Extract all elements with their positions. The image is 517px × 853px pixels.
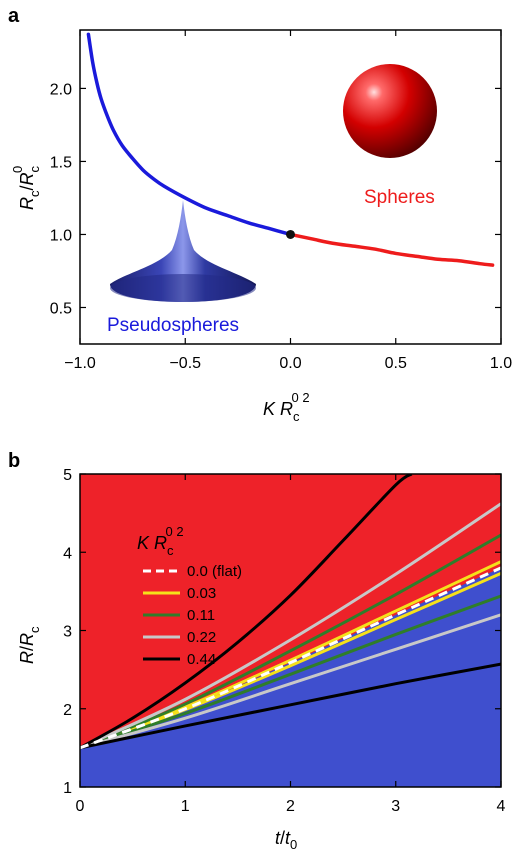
panel-a: a Pseudospheres Spheres −1.0 −0.5 0.0 0.5 1.… (8, 5, 512, 424)
pseudospheres-region (80, 567, 501, 787)
panel-a-ytick-label: 1.5 (50, 154, 72, 171)
panel-b-series (80, 474, 501, 750)
panel-b-ytick-label: 3 (63, 624, 72, 641)
panel-a-ticks: −1.0 −0.5 0.0 0.5 1.0 0.5 1.0 1.5 2.0 (50, 30, 512, 372)
panel-b-xtick-label: 4 (497, 798, 506, 815)
series-0-11-line (80, 594, 501, 750)
panel-b-xtick-label: 1 (181, 798, 190, 815)
series-0-22-line (80, 502, 501, 750)
panel-a-xtick-label: −1.0 (64, 355, 96, 372)
legend: K Rc0 2 0.0 (flat) 0.03 0.11 0.22 0.44 (137, 524, 242, 668)
panel-b-xlabel: t/t0 (275, 828, 297, 852)
series-0-03-line (80, 572, 501, 750)
spheres-label: Spheres (364, 187, 435, 208)
series-0-0-flat--line (80, 566, 501, 750)
legend-label: 0.44 (187, 651, 216, 668)
series-0-44-line (80, 662, 501, 750)
panel-b-ylabel: R/Rc (17, 626, 42, 664)
panel-a-marker (286, 229, 295, 239)
series-0-44-line (80, 474, 413, 750)
legend-label: 0.0 (flat) (187, 563, 242, 580)
panel-a-ytick-label: 2.0 (50, 81, 72, 98)
legend-label: 0.22 (187, 629, 216, 646)
panel-a-xlabel: K Rc0 2 (263, 390, 310, 424)
pseudospheres-label: Pseudospheres (107, 315, 239, 336)
panel-a-ytick-label: 0.5 (50, 300, 72, 317)
panel-b-ytick-label: 2 (63, 702, 72, 719)
series-0-22-line (80, 613, 501, 750)
panel-b-xtick-label: 3 (391, 798, 400, 815)
panel-a-label: a (8, 5, 20, 27)
panel-b-label: b (8, 450, 20, 472)
series-0-11-line (80, 533, 501, 750)
sphere-icon (343, 64, 437, 158)
panel-b-ytick-label: 1 (63, 780, 72, 797)
series-spheres-line (288, 232, 495, 267)
pseudosphere-icon (110, 200, 256, 302)
panel-a-ylabel: Rc/Rc0 (10, 165, 42, 210)
panel-a-xtick-label: 0.0 (279, 355, 301, 372)
panel-a-ytick-label: 1.0 (50, 227, 72, 244)
panel-b-xtick-label: 0 (76, 798, 85, 815)
legend-label: 0.03 (187, 585, 216, 602)
panel-a-series (86, 32, 495, 267)
panel-a-xtick-label: 1.0 (490, 355, 512, 372)
series-pseudospheres-line (86, 32, 293, 237)
legend-title: K Rc0 2 (137, 524, 184, 558)
panel-b-ytick-label: 5 (63, 467, 72, 484)
panel-a-xtick-label: −0.5 (169, 355, 201, 372)
panel-b-xtick-label: 2 (286, 798, 295, 815)
panel-b-ytick-label: 4 (63, 545, 72, 562)
panel-a-xtick-label: 0.5 (385, 355, 407, 372)
legend-label: 0.11 (187, 607, 215, 624)
